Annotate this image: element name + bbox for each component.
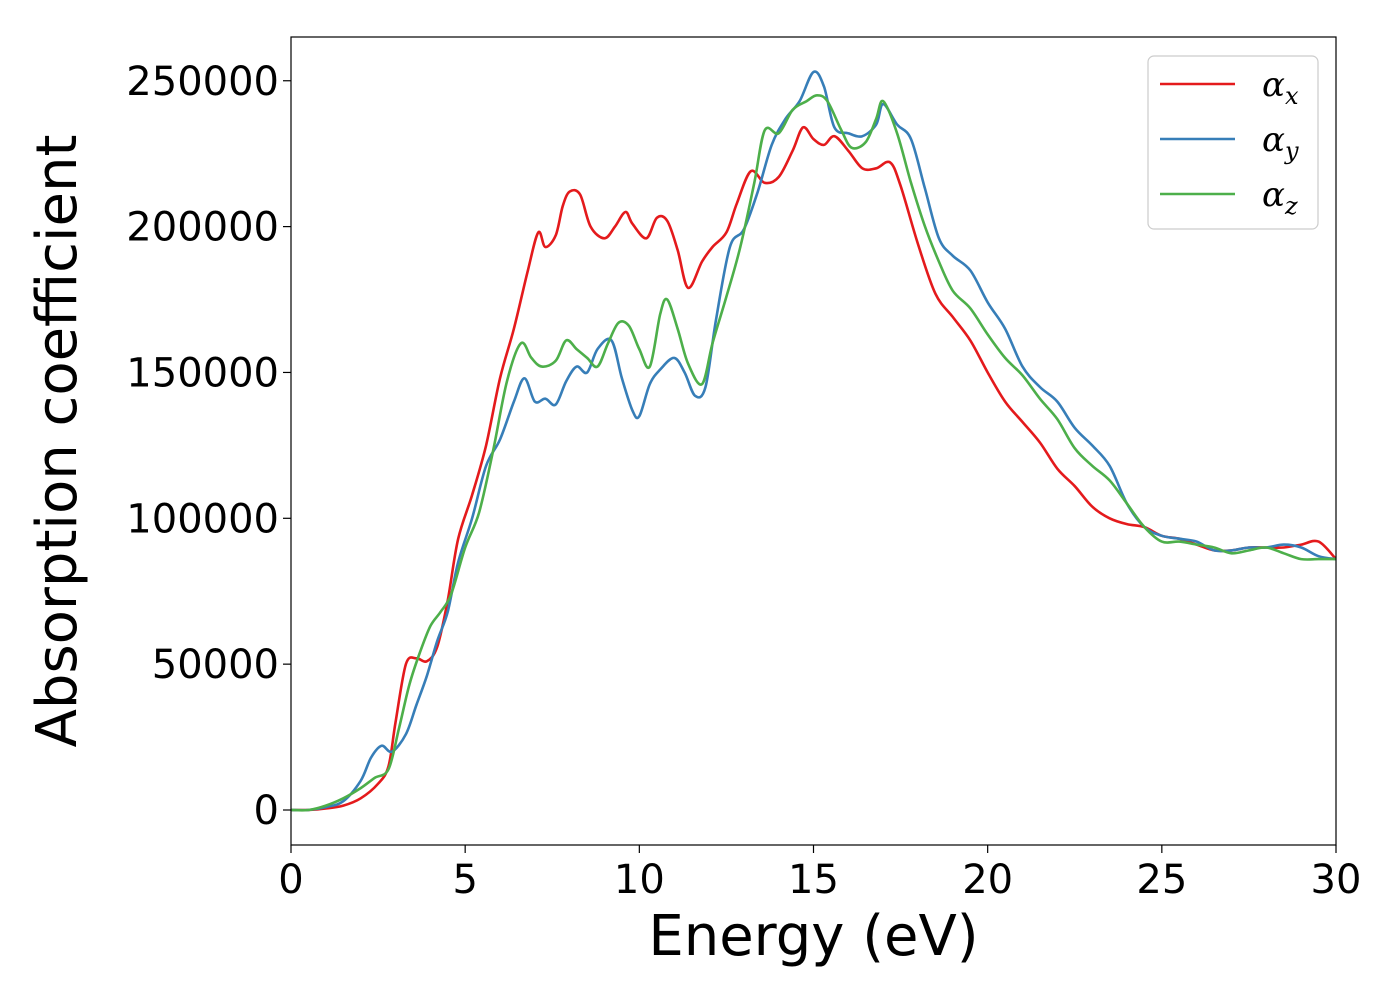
series-line-alpha-z bbox=[291, 94, 1336, 812]
legend-label-alpha-x: αx bbox=[1262, 65, 1299, 110]
x-tick-label: 10 bbox=[614, 857, 665, 903]
x-tick-label: 25 bbox=[1136, 857, 1187, 903]
x-tick-label: 5 bbox=[452, 857, 477, 903]
y-axis-title: Absorption coefficient bbox=[25, 135, 90, 748]
y-tick-label: 250000 bbox=[126, 59, 279, 105]
legend-box bbox=[1147, 55, 1319, 230]
y-tick-label: 50000 bbox=[152, 642, 279, 688]
legend-label-alpha-y: αy bbox=[1262, 120, 1299, 165]
y-tick-label: 200000 bbox=[126, 205, 279, 251]
x-tick-label: 15 bbox=[788, 857, 839, 903]
y-tick-label: 0 bbox=[254, 788, 279, 834]
y-tick-label: 150000 bbox=[126, 350, 279, 396]
x-tick-label: 30 bbox=[1311, 857, 1362, 903]
y-tick-label: 100000 bbox=[126, 496, 279, 542]
x-tick-label: 0 bbox=[278, 857, 303, 903]
series-line-alpha-x bbox=[291, 125, 1336, 812]
x-tick-label: 20 bbox=[962, 857, 1013, 903]
x-axis-title: Energy (eV) bbox=[648, 904, 978, 969]
